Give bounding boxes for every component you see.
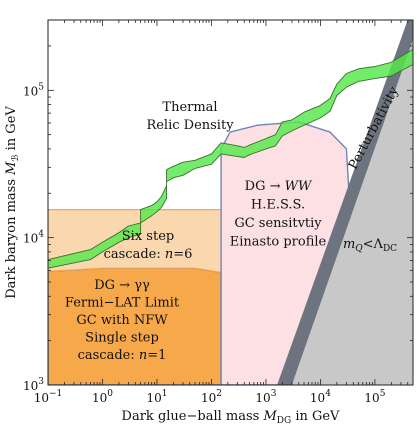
x-tick-label: 103 <box>255 389 276 405</box>
fermi-lat-label: DG → γγ Fermi−LAT Limit GC with NFW Single … <box>65 278 180 363</box>
plot-frame <box>47 19 414 386</box>
x-axis-title: Dark glue−ball mass MDG in GeV <box>122 409 341 426</box>
thermal-relic-label: Thermal Relic Density <box>146 100 234 133</box>
confinement-region <box>291 39 413 385</box>
x-tick-label: 101 <box>146 389 167 405</box>
thermal-relic-band <box>48 48 413 269</box>
y-tick-label: 105 <box>23 82 44 98</box>
y-axis-title: Dark baryon mass Mℬ in GeV <box>4 106 21 299</box>
y-tick-label: 103 <box>23 377 44 393</box>
x-tick-label: 104 <box>310 389 331 405</box>
y-tick-label: 104 <box>23 230 44 246</box>
x-tick-label: 102 <box>201 389 222 405</box>
x-tick-label: 100 <box>92 389 113 405</box>
hess-label: DG → WW H.E.S.S. GC sensitvtiy Einasto prof… <box>230 179 327 250</box>
perturbativity-band <box>277 20 413 385</box>
x-tick-label: 10−1 <box>34 389 63 405</box>
confinement-label: mQ<ΛDCm_Q<Λ_DC <box>343 237 397 254</box>
x-tick-label: 105 <box>364 389 385 405</box>
six-step-label: Six step cascade: n=6 <box>104 229 193 262</box>
